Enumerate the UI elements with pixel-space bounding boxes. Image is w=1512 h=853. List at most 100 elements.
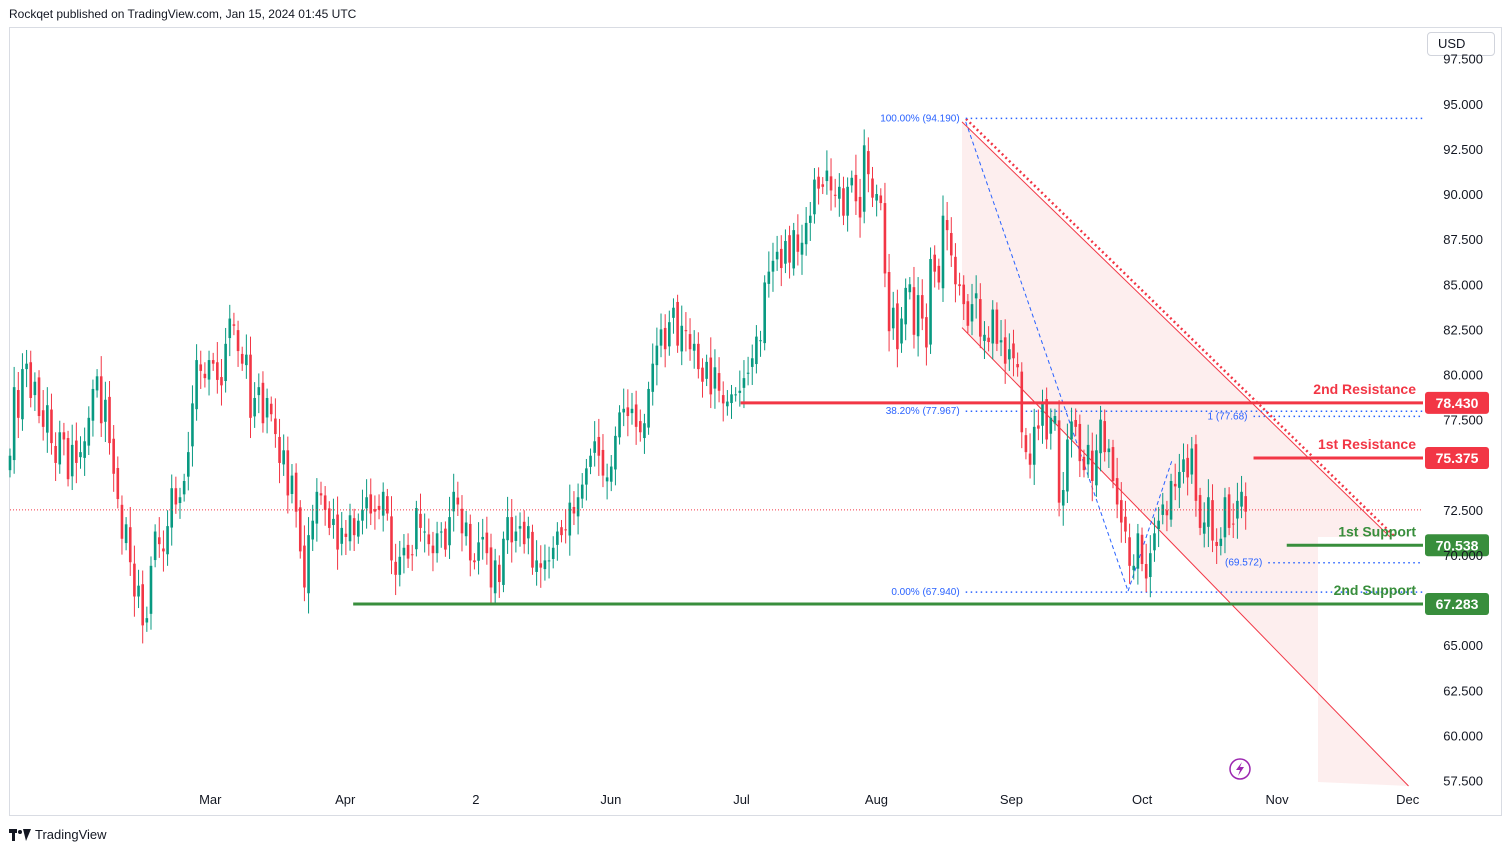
candle-body [800,242,804,255]
date-tick-label: Sep [1000,792,1023,807]
candle-body [659,329,663,346]
publisher-caption: Rockqet published on TradingView.com, Ja… [9,7,357,21]
candle-body [597,436,601,456]
candle-body [207,360,211,380]
level-name: 2nd Resistance [1313,381,1416,397]
candle-body [54,445,57,463]
candle-body [502,538,505,585]
candle-body [336,514,339,550]
tradingview-brand[interactable]: TradingView [9,827,107,842]
candle-body [522,521,526,545]
candle-body [759,340,762,342]
candle-body [1024,435,1028,453]
candle-body [1198,495,1202,528]
price-tick-label: 70.000 [1443,548,1483,563]
candle-body [386,496,389,514]
candle-body [240,353,244,364]
candle-body [937,265,941,283]
candle-body [1111,447,1115,481]
candle-body [1169,480,1173,520]
channel-fill [962,121,1409,787]
candle-body [66,438,70,480]
flash-icon[interactable] [1229,758,1251,780]
candle-body [1057,420,1061,503]
candle-body [622,408,626,413]
candle-body [634,404,638,427]
candle-body [547,560,551,562]
price-tick-label: 62.500 [1443,683,1483,698]
candle-body [1173,483,1177,487]
candle-body [211,360,215,364]
candle-body [485,532,489,554]
candle-body [1099,419,1102,454]
fib-level-label: 0.00% (67.940) [891,587,959,598]
candle-body [1240,491,1243,507]
candle-body [307,535,310,594]
candle-body [1227,494,1231,528]
candle-body [298,507,302,552]
candle-body [962,284,966,305]
candle-body [676,301,679,346]
candle-body [1157,520,1160,530]
price-tick-label: 77.500 [1443,413,1483,428]
candle-body [1086,444,1090,465]
candle-body [427,534,431,545]
candle-body [883,203,887,274]
candle-body [618,412,621,438]
price-axis[interactable]: 97.500 95.000 92.500 90.000 87.500 85.000 82.5… [1443,52,1483,789]
candle-body [833,194,837,196]
candle-body [377,505,381,510]
candle-body [966,301,970,326]
date-tick-label: Apr [335,792,356,807]
price-tick-label: 82.500 [1443,322,1483,337]
candle-body [195,360,198,410]
price-tick-label: 72.500 [1443,503,1483,518]
candle-body [232,324,236,326]
candle-body [70,444,74,477]
candle-body [290,475,294,494]
candle-body [912,287,916,335]
candle-body [1182,459,1185,472]
candle-body [228,318,232,339]
fib-level-label: 38.20% (77.967) [886,406,960,417]
candle-body [1090,450,1094,481]
candle-body [792,230,796,269]
candle-body [1223,497,1227,538]
candle-body [493,560,497,594]
date-tick-label: Jun [600,792,621,807]
candlestick-series [8,129,1423,644]
candle-body [439,531,443,533]
candle-body [419,513,422,528]
candle-body [593,441,596,453]
candle-body [444,528,447,550]
candle-body [510,517,514,543]
candle-body [224,343,227,382]
candle-body [813,179,816,215]
candle-body [730,394,733,404]
candle-body [999,340,1003,343]
currency-selector[interactable]: USD [1427,32,1495,56]
candle-body [647,388,650,428]
time-axis[interactable]: MarApr2JunJulAugSepOctNovDec2024FebMar [199,792,1512,807]
candle-body [970,304,974,322]
candle-body [651,363,655,392]
candle-body [1153,533,1156,551]
candle-body [365,497,368,509]
candle-body [771,260,775,272]
candle-body [153,531,157,561]
candle-body [120,504,124,539]
date-tick-label: Nov [1266,792,1290,807]
candle-body [303,545,306,588]
date-tick-label: Jul [733,792,750,807]
candle-body [527,526,530,539]
candle-body [705,361,708,379]
candle-body [1003,337,1007,364]
candle-body [87,417,91,446]
candle-body [995,309,999,344]
candle-body [415,508,418,550]
candle-body [323,495,327,510]
descending-channel [961,117,1409,787]
candle-body [1012,343,1015,359]
candle-body [58,432,62,465]
